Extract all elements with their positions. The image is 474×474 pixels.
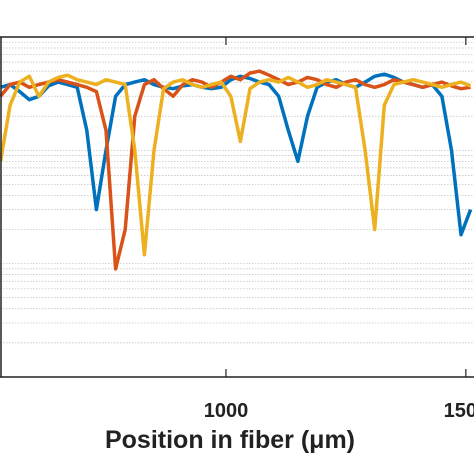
x-tick-label: 1500 — [444, 400, 474, 422]
line-series — [0, 72, 473, 237]
line-series — [0, 73, 472, 257]
x-tick-label: 1000 — [204, 400, 249, 422]
x-axis-label: Position in fiber (μm) — [105, 426, 355, 454]
line-series — [0, 69, 471, 271]
